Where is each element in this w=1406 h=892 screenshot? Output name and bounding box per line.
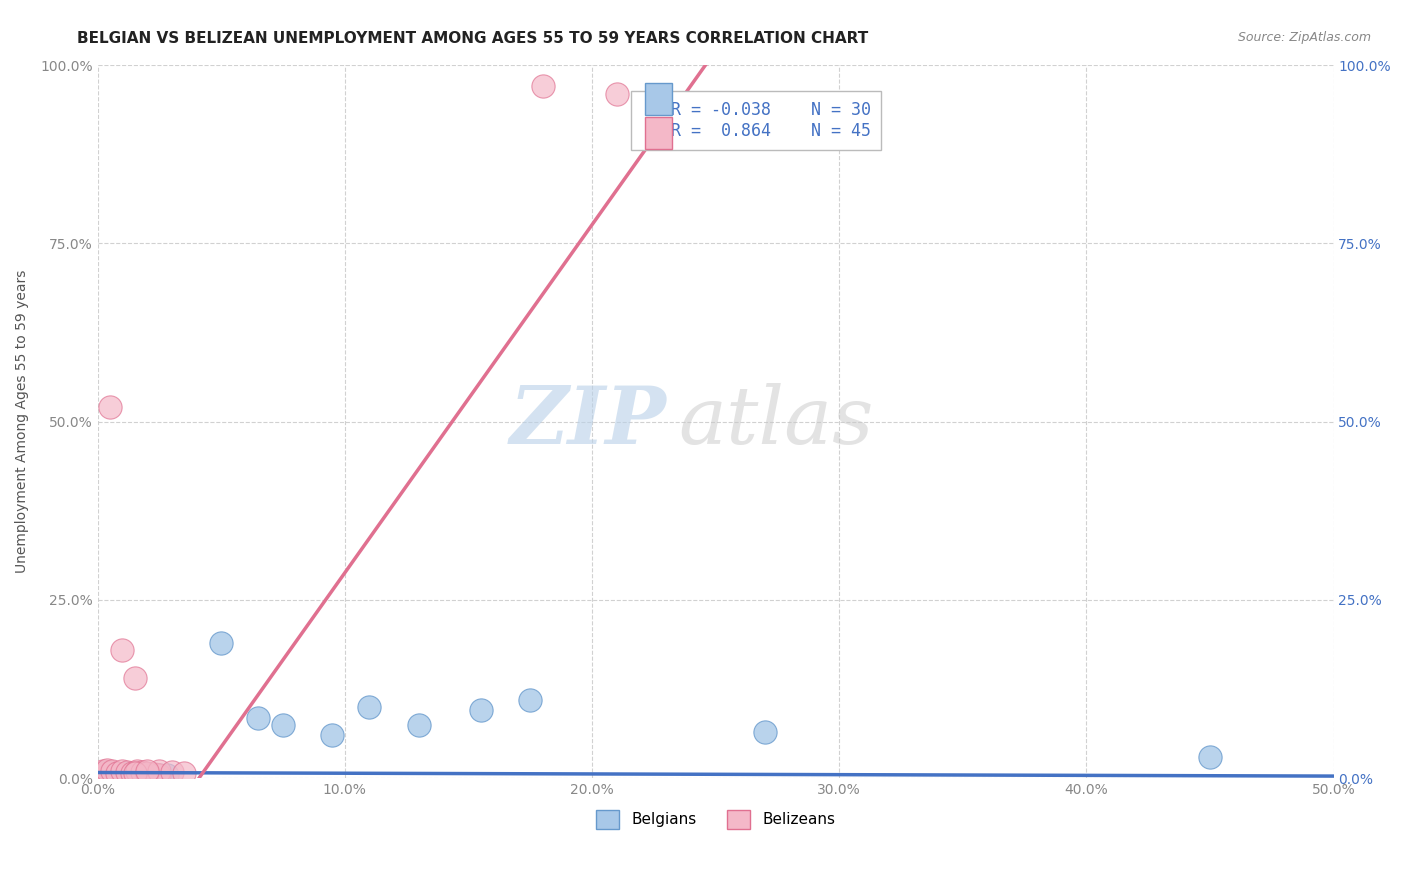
Point xyxy=(519,693,541,707)
Point xyxy=(136,765,159,780)
Point xyxy=(143,767,166,781)
Point xyxy=(89,767,111,781)
Point xyxy=(247,710,270,724)
Legend: Belgians, Belizeans: Belgians, Belizeans xyxy=(591,804,841,835)
Point xyxy=(121,768,143,782)
Point xyxy=(98,766,121,780)
Text: BELGIAN VS BELIZEAN UNEMPLOYMENT AMONG AGES 55 TO 59 YEARS CORRELATION CHART: BELGIAN VS BELIZEAN UNEMPLOYMENT AMONG A… xyxy=(77,31,869,46)
Point xyxy=(136,764,159,778)
Point xyxy=(408,717,430,731)
Point xyxy=(108,767,131,781)
Point xyxy=(101,767,124,781)
Point xyxy=(105,765,128,780)
Point xyxy=(111,767,134,781)
Point xyxy=(754,724,776,739)
Point xyxy=(173,765,195,780)
Point xyxy=(91,765,114,780)
Point xyxy=(156,768,179,782)
Point xyxy=(531,79,554,94)
Point xyxy=(96,767,118,781)
Point xyxy=(148,764,170,778)
Point xyxy=(89,767,111,781)
Point xyxy=(321,728,343,742)
Point xyxy=(94,767,117,781)
Point xyxy=(124,672,146,686)
Text: R = -0.038    N = 30
   R =  0.864    N = 45: R = -0.038 N = 30 R = 0.864 N = 45 xyxy=(641,101,872,139)
Point xyxy=(111,643,134,657)
Point xyxy=(108,768,131,782)
Point xyxy=(138,768,160,782)
Point xyxy=(136,767,159,781)
Point xyxy=(105,768,128,782)
Point xyxy=(114,768,136,782)
Point xyxy=(118,767,141,781)
Point xyxy=(98,766,121,780)
Point xyxy=(127,768,149,782)
Point xyxy=(470,703,492,717)
Point xyxy=(98,401,121,415)
Point xyxy=(127,767,149,781)
Point xyxy=(111,767,134,781)
Point xyxy=(124,765,146,780)
Point xyxy=(359,700,381,714)
Y-axis label: Unemployment Among Ages 55 to 59 years: Unemployment Among Ages 55 to 59 years xyxy=(15,270,30,574)
Point xyxy=(1199,749,1222,764)
Point xyxy=(160,764,183,779)
Point xyxy=(111,764,134,778)
FancyBboxPatch shape xyxy=(645,83,672,115)
Point xyxy=(121,765,143,780)
Point xyxy=(101,767,124,781)
Point xyxy=(96,768,118,782)
Point xyxy=(94,768,117,782)
Point xyxy=(131,768,153,782)
Point xyxy=(91,764,114,778)
Point xyxy=(606,87,628,101)
Point xyxy=(117,764,139,779)
Point xyxy=(128,767,150,781)
Point xyxy=(141,767,163,781)
Point xyxy=(136,767,159,781)
Point xyxy=(114,768,136,782)
Point xyxy=(117,766,139,780)
Point xyxy=(124,766,146,780)
Text: ZIP: ZIP xyxy=(509,383,666,460)
Point xyxy=(127,764,149,778)
Point xyxy=(105,767,128,781)
Point xyxy=(96,763,118,777)
Point xyxy=(134,767,156,781)
Point xyxy=(118,767,141,781)
Text: atlas: atlas xyxy=(679,383,875,460)
Point xyxy=(146,768,169,782)
Point xyxy=(148,767,170,781)
Point xyxy=(131,767,153,781)
Point xyxy=(271,717,294,731)
Point xyxy=(104,769,127,783)
Point xyxy=(148,767,170,781)
Point xyxy=(124,767,146,781)
FancyBboxPatch shape xyxy=(645,117,672,149)
Point xyxy=(117,767,139,781)
Point xyxy=(101,764,124,778)
Point xyxy=(141,768,163,782)
Point xyxy=(131,764,153,779)
Point xyxy=(104,767,127,781)
Point xyxy=(209,636,232,650)
Text: Source: ZipAtlas.com: Source: ZipAtlas.com xyxy=(1237,31,1371,45)
Point xyxy=(91,765,114,780)
